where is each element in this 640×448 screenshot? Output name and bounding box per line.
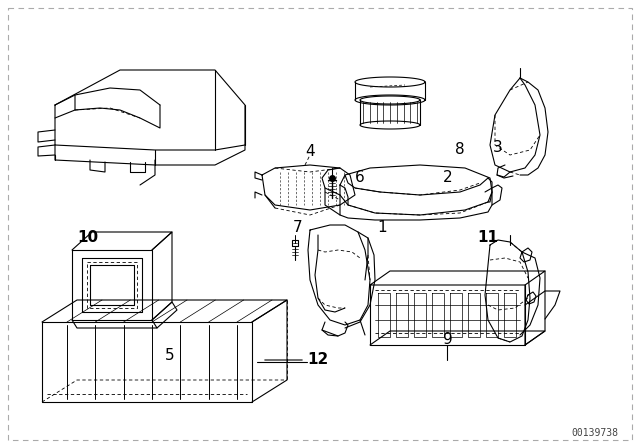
Text: 12: 12 xyxy=(307,353,328,367)
Text: 5: 5 xyxy=(165,348,175,362)
Text: 00139738: 00139738 xyxy=(571,428,618,438)
Text: 9: 9 xyxy=(443,332,453,348)
Text: 6: 6 xyxy=(355,171,365,185)
Text: 10: 10 xyxy=(77,231,99,246)
Text: 8: 8 xyxy=(455,142,465,158)
Text: 2: 2 xyxy=(443,171,453,185)
Text: 7: 7 xyxy=(293,220,303,236)
Text: 1: 1 xyxy=(377,220,387,236)
Text: 3: 3 xyxy=(493,141,503,155)
Text: 11: 11 xyxy=(477,231,499,246)
Text: 4: 4 xyxy=(305,145,315,159)
